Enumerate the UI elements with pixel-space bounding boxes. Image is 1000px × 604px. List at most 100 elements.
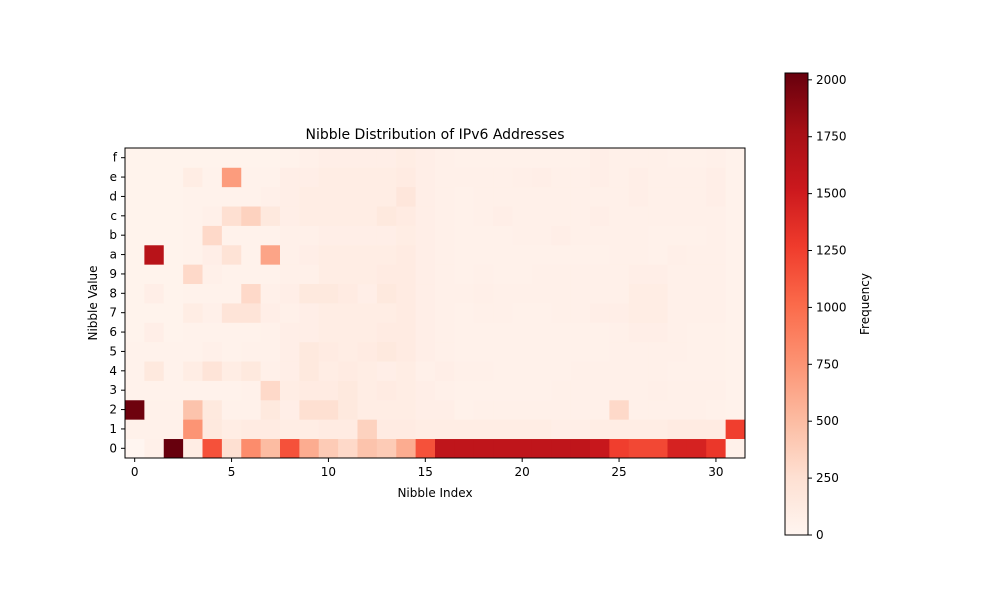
heatmap-cell [144, 206, 165, 226]
heatmap-cell [376, 303, 397, 323]
heatmap-cell [531, 244, 552, 265]
heatmap-cell [183, 399, 203, 420]
heatmap-cell [144, 264, 165, 285]
y-tick-label: 5 [109, 344, 117, 358]
heatmap-cell [202, 167, 223, 188]
heatmap-cell [473, 244, 494, 265]
heatmap-cell [357, 186, 378, 207]
heatmap-cell [280, 186, 300, 207]
heatmap-cell [260, 361, 281, 381]
heatmap-cell [493, 419, 513, 440]
heatmap-cell [590, 148, 610, 168]
colorbar-ticks: 0 250 500 750 1000 1250 1500 1750 2000 [808, 73, 847, 542]
heatmap-cell [512, 283, 533, 304]
heatmap-cell [299, 283, 320, 304]
heatmap-cell [376, 167, 397, 188]
heatmap-cell [144, 225, 165, 246]
heatmap-cell [454, 264, 475, 285]
heatmap-cell [609, 322, 630, 343]
heatmap-cell [493, 167, 513, 188]
heatmap-cell [531, 322, 552, 343]
heatmap-cell [183, 264, 203, 285]
heatmap-cell [318, 419, 339, 440]
y-tick-label: 4 [109, 364, 117, 378]
heatmap-cell [706, 186, 727, 207]
heatmap-cell [241, 186, 262, 207]
heatmap-cell [183, 322, 203, 343]
heatmap-cell [512, 341, 533, 362]
heatmap-cell [473, 303, 494, 323]
heatmap-cell [318, 361, 339, 381]
heatmap-cell [725, 322, 746, 343]
heatmap-cell [648, 399, 668, 420]
heatmap-cell [628, 303, 649, 323]
heatmap-cell [260, 244, 281, 265]
heatmap-cell [473, 361, 494, 381]
heatmap-cell [357, 399, 378, 420]
heatmap-cell [725, 341, 746, 362]
heatmap-cell [590, 419, 610, 440]
heatmap-cell [357, 148, 378, 168]
heatmap-cell [551, 399, 572, 420]
colorbar-label: Frequency [858, 273, 872, 335]
heatmap-cell [628, 244, 649, 265]
heatmap-cell [299, 341, 320, 362]
heatmap-cell [376, 244, 397, 265]
heatmap-cell [628, 167, 649, 188]
heatmap-cell [628, 186, 649, 207]
heatmap-cell [338, 438, 358, 459]
heatmap-cell [396, 419, 417, 440]
heatmap-cell [241, 322, 262, 343]
heatmap-cell [241, 225, 262, 246]
heatmap-cell [531, 399, 552, 420]
heatmap-cell [706, 361, 727, 381]
heatmap-cell [144, 419, 165, 440]
heatmap-cell [725, 438, 746, 459]
colorbar-tick-label: 1250 [816, 244, 847, 258]
heatmap-cell [473, 225, 494, 246]
heatmap-cell [686, 419, 707, 440]
plot-frame [124, 147, 746, 459]
heatmap-cell [648, 206, 668, 226]
heatmap-cell [144, 283, 165, 304]
heatmap-cell [628, 361, 649, 381]
heatmap-cell [260, 148, 281, 168]
heatmap-cell [241, 361, 262, 381]
heatmap-cell [183, 186, 203, 207]
heatmap-cell [570, 303, 591, 323]
heatmap-cell [609, 438, 630, 459]
heatmap-cell [648, 303, 668, 323]
colorbar-tick-label: 500 [816, 414, 839, 428]
heatmap-cell [299, 322, 320, 343]
heatmap-cell [260, 283, 281, 304]
heatmap-cell [531, 283, 552, 304]
heatmap-cell [415, 399, 436, 420]
heatmap-cell [183, 303, 203, 323]
heatmap-cell [706, 206, 727, 226]
heatmap-cell [725, 225, 746, 246]
heatmap-cell [299, 419, 320, 440]
heatmap-cell [280, 283, 300, 304]
heatmap-cell [318, 167, 339, 188]
y-tick-label: 1 [109, 422, 117, 436]
heatmap-cell [706, 322, 727, 343]
heatmap-cell [435, 419, 455, 440]
heatmap-cell [202, 341, 223, 362]
heatmap-cell [435, 341, 455, 362]
heatmap-cell [570, 399, 591, 420]
heatmap-cell [628, 341, 649, 362]
heatmap-cell [144, 399, 165, 420]
heatmap-cell [551, 225, 572, 246]
heatmap-cell [473, 148, 494, 168]
y-tick-label: 7 [109, 306, 117, 320]
heatmap-cell [435, 399, 455, 420]
heatmap-cell [280, 148, 300, 168]
heatmap-cell [241, 264, 262, 285]
heatmap-cell [686, 244, 707, 265]
heatmap-cell [706, 167, 727, 188]
y-tick-label: d [109, 189, 117, 203]
heatmap-cell [590, 438, 610, 459]
heatmap-cell [299, 303, 320, 323]
heatmap-cell [609, 264, 630, 285]
